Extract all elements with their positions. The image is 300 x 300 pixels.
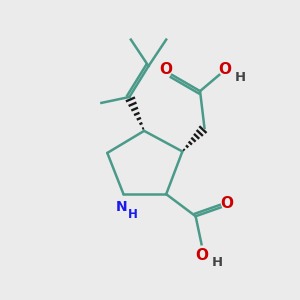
Text: O: O	[195, 248, 208, 263]
Text: O: O	[220, 196, 233, 211]
Text: O: O	[219, 62, 232, 77]
Text: H: H	[128, 208, 138, 221]
Text: H: H	[212, 256, 223, 269]
Text: H: H	[235, 71, 246, 84]
Text: N: N	[116, 200, 128, 214]
Text: O: O	[160, 62, 173, 77]
